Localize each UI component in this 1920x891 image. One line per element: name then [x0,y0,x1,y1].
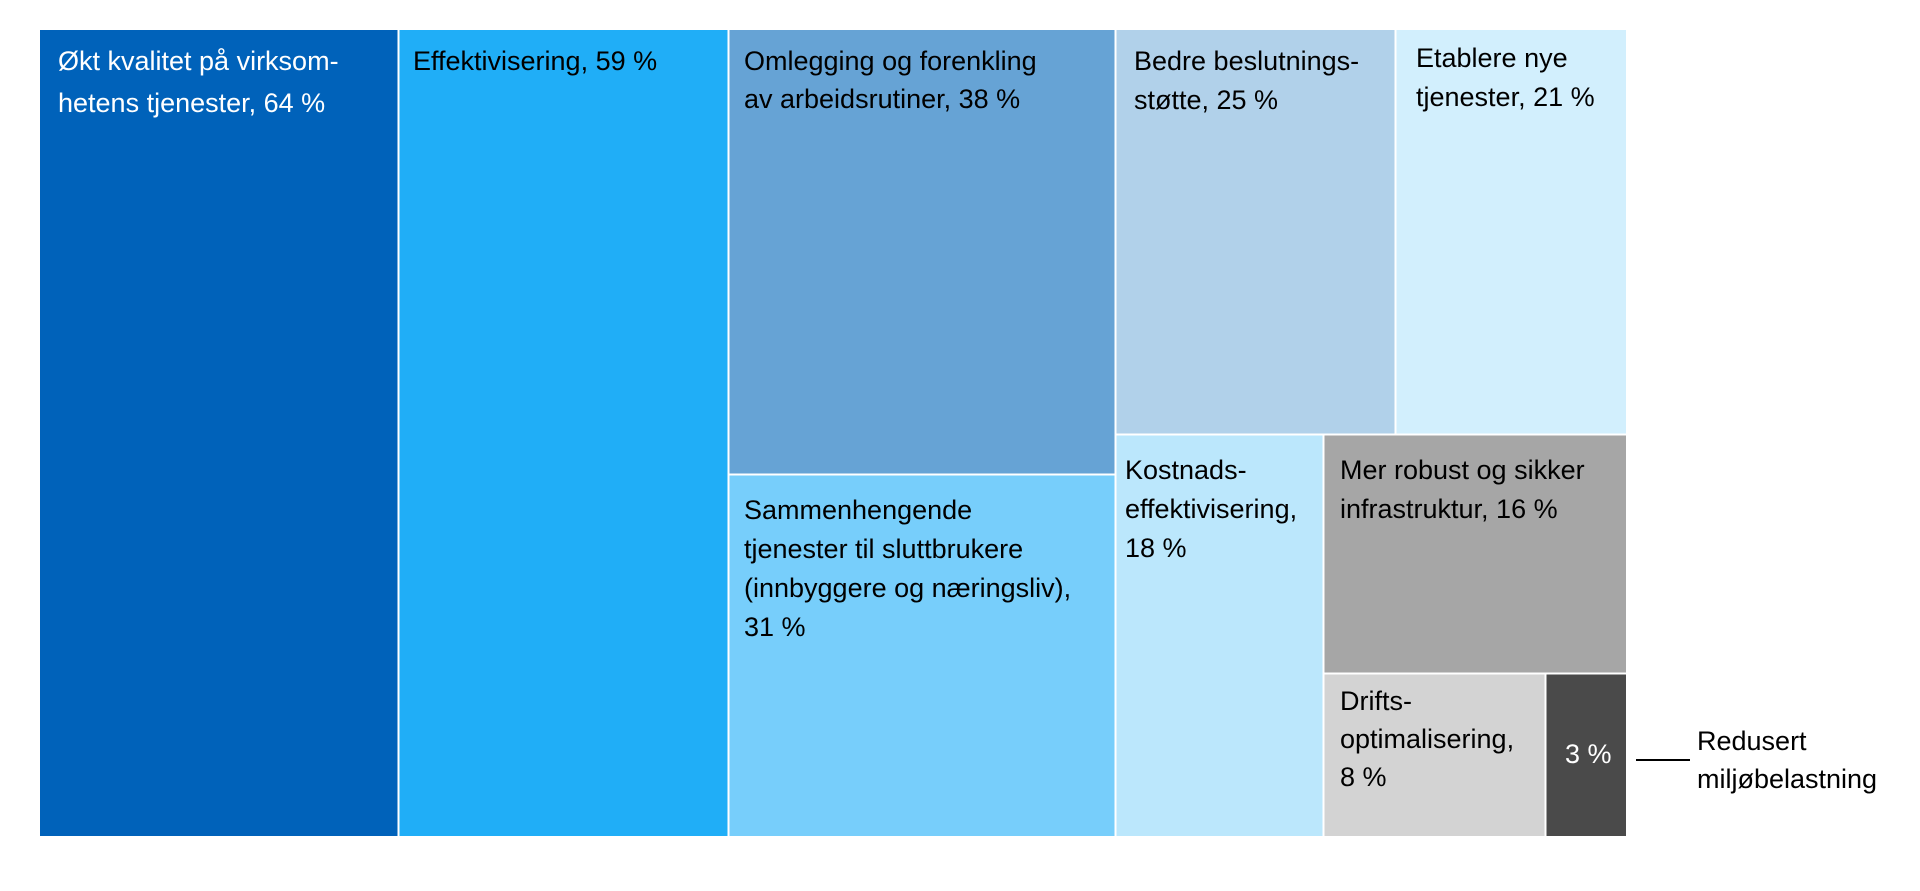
tile-label-line: Etablere nye [1416,43,1568,73]
tile-label-miljo: 3 % [1565,739,1612,769]
tile-label-line: 18 % [1125,533,1187,563]
tile-label-line: Økt kvalitet på virksom- [58,46,339,76]
tile-label-line: Mer robust og sikker [1340,455,1585,485]
tile-rect-drifts [1324,674,1545,836]
tile-rect-omlegging [729,30,1115,474]
tile-label-line: 8 % [1340,762,1387,792]
external-label-line: Redusert [1697,726,1807,756]
tile-drifts: Drifts-optimalisering, 8 % [1324,674,1545,836]
tile-label-line: tjenester, 21 % [1416,82,1595,112]
tile-label-line: Effektivisering, 59 % [413,46,657,76]
tile-label-line: tjenester til sluttbrukere [744,534,1023,564]
tile-label-line: Omlegging og forenkling [744,46,1037,76]
tile-label-omlegging: Omlegging og forenkling av arbeidsrutiner… [744,46,1037,114]
tile-okt-kvalitet: Økt kvalitet på virksom-hetens tjenester… [40,30,398,836]
tile-rect-okt-kvalitet [40,30,398,836]
tile-rect-miljo [1546,674,1626,836]
tile-label-okt-kvalitet: Økt kvalitet på virksom-hetens tjenester… [58,46,339,118]
tile-effektivisering: Effektivisering, 59 % [399,30,728,836]
tile-label-etablere: Etablere nye tjenester, 21 % [1416,43,1595,112]
tile-rect-kostnads [1116,435,1323,836]
tile-rect-bedre-beslutning [1116,30,1395,434]
tile-label-line: 3 % [1565,739,1612,769]
tile-miljo: 3 % [1546,674,1626,836]
tile-label-line: Kostnads- [1125,455,1247,485]
tile-label-line: av arbeidsrutiner, 38 % [744,84,1020,114]
tile-sammenhengende: Sammenhengende tjenester til sluttbrukere… [729,475,1115,836]
tile-etablere: Etablere nye tjenester, 21 % [1396,30,1626,434]
tile-label-effektivisering: Effektivisering, 59 % [413,46,657,76]
tile-label-line: 31 % [744,612,806,642]
tile-rect-etablere [1396,30,1626,434]
tile-label-bedre-beslutning: Bedre beslutnings-støtte, 25 % [1134,46,1359,115]
tile-rect-effektivisering [399,30,728,836]
tile-robust: Mer robust og sikker infrastruktur, 16 % [1324,435,1626,673]
tile-label-line: hetens tjenester, 64 % [58,88,325,118]
tile-rect-sammenhengende [729,475,1115,836]
tile-rect-robust [1324,435,1626,673]
tile-label-drifts: Drifts-optimalisering, 8 % [1340,686,1514,792]
tile-kostnads: Kostnads-effektivisering, 18 % [1116,435,1323,836]
tile-label-line: effektivisering, [1125,494,1297,524]
tile-label-kostnads: Kostnads-effektivisering, 18 % [1125,455,1297,563]
external-label-line: miljøbelastning [1697,764,1877,794]
tile-label-line: optimalisering, [1340,724,1514,754]
tile-label-sammenhengende: Sammenhengende tjenester til sluttbrukere… [744,495,1071,642]
tile-label-line: infrastruktur, 16 % [1340,494,1558,524]
tile-label-line: Sammenhengende [744,495,972,525]
tile-label-robust: Mer robust og sikker infrastruktur, 16 % [1340,455,1585,524]
tile-bedre-beslutning: Bedre beslutnings-støtte, 25 % [1116,30,1395,434]
tile-label-line: Bedre beslutnings- [1134,46,1359,76]
tile-label-line: støtte, 25 % [1134,85,1278,115]
tile-label-line: (innbyggere og næringsliv), [744,573,1071,603]
tile-omlegging: Omlegging og forenkling av arbeidsrutiner… [729,30,1115,474]
external-label-miljo: Redusert miljøbelastning [1697,726,1877,794]
tile-label-line: Drifts- [1340,686,1412,716]
